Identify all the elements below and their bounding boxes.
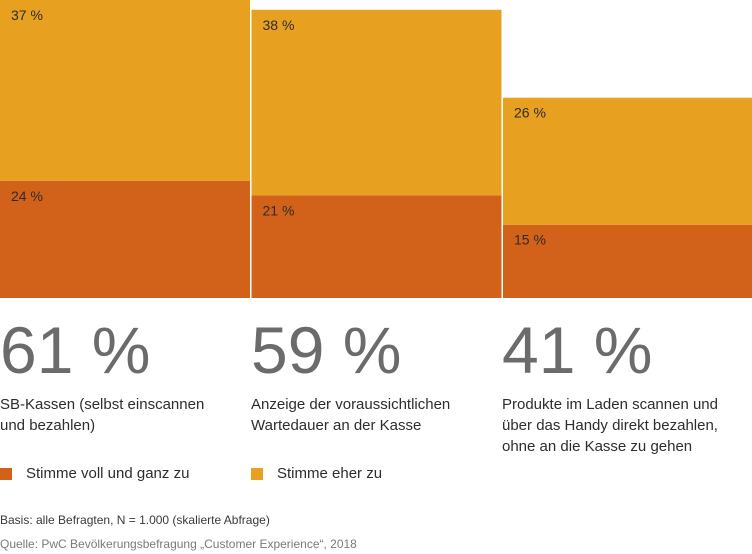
legend-item-voll: Stimme voll und ganz zu — [0, 465, 251, 483]
data-label-voll-1: 24 % — [11, 188, 43, 204]
category-description-3-line-1: Produkte im Laden scannen und — [502, 396, 718, 413]
legend-swatch-voll — [0, 468, 12, 480]
column-3-text: 41 % Produkte im Laden scannen und über … — [502, 314, 742, 457]
category-description-1: SB-Kassen (selbst einscannen und bezahle… — [0, 394, 240, 436]
legend-item-eher: Stimme eher zu — [251, 465, 382, 483]
data-label-eher-3: 26 % — [514, 105, 546, 121]
base-note: Basis: alle Befragten, N = 1.000 (skalie… — [0, 513, 270, 527]
bar-eher-3 — [503, 97, 752, 225]
data-label-eher-1: 37 % — [11, 7, 43, 23]
source-note: Quelle: PwC Bevölkerungsbefragung „Custo… — [0, 537, 357, 551]
legend-label-eher: Stimme eher zu — [277, 465, 383, 482]
legend: Stimme voll und ganz zu Stimme eher zu — [0, 465, 382, 483]
data-label-eher-2: 38 % — [263, 17, 295, 33]
bar-voll-2 — [251, 195, 502, 298]
category-description-3: Produkte im Laden scannen und über das H… — [502, 394, 742, 457]
total-value-2: 59 % — [251, 313, 402, 387]
category-description-2-line-1: Anzeige der voraussichtlichen — [251, 396, 451, 413]
bar-voll-1 — [0, 180, 250, 298]
data-label-voll-3: 15 % — [514, 232, 546, 248]
bar-eher-2 — [251, 9, 502, 196]
legend-swatch-eher — [251, 468, 263, 480]
stacked-bar-chart: 24 % 37 % 21 % 38 % 15 % 26 % — [0, 0, 752, 298]
total-value-1: 61 % — [0, 313, 151, 387]
category-description-3-line-3: ohne an die Kasse zu gehen — [502, 438, 693, 455]
category-description-2: Anzeige der voraussichtlichen Wartedauer… — [251, 394, 491, 436]
legend-label-voll: Stimme voll und ganz zu — [26, 465, 190, 482]
category-description-2-line-2: Wartedauer an der Kasse — [251, 417, 422, 434]
category-description-1-line-1: SB-Kassen (selbst einscannen — [0, 396, 205, 413]
data-label-voll-2: 21 % — [263, 202, 295, 218]
category-description-1-line-2: und bezahlen) — [0, 417, 96, 434]
bar-eher-1 — [0, 0, 250, 181]
total-value-3: 41 % — [502, 313, 653, 387]
bar-voll-3 — [503, 224, 752, 298]
category-description-3-line-2: über das Handy direkt bezahlen, — [502, 417, 718, 434]
column-1-text: 61 % SB-Kassen (selbst einscannen und be… — [0, 314, 240, 436]
column-2-text: 59 % Anzeige der voraussichtlichen Warte… — [251, 314, 491, 436]
